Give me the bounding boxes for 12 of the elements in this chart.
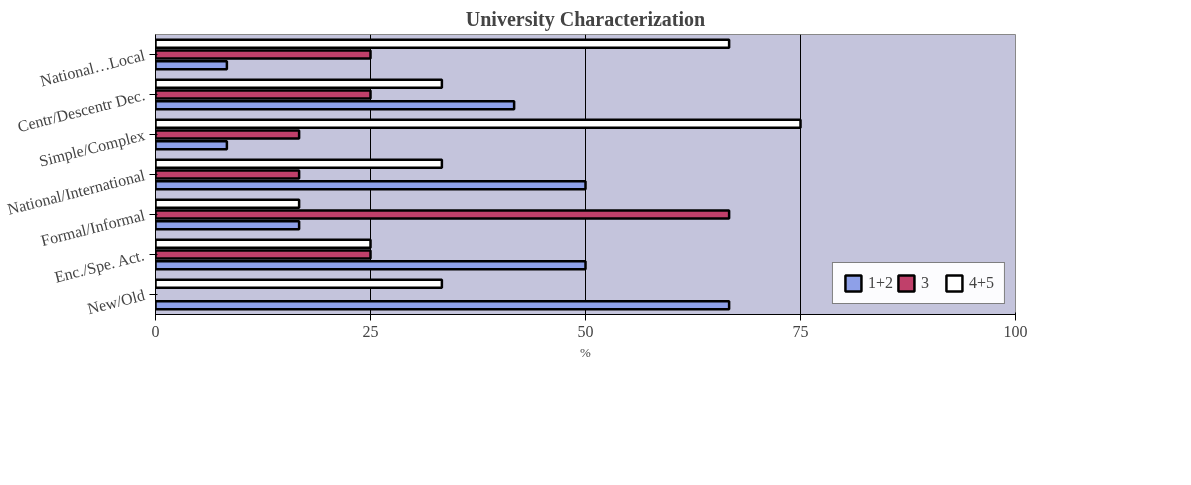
x-tick-label: 50: [577, 322, 594, 340]
x-axis-title: %: [580, 344, 592, 360]
legend-label: 3: [920, 274, 930, 292]
legend-label: 4+5: [968, 274, 994, 292]
x-tick-label: 100: [1003, 322, 1028, 340]
chart-title: University Characterization: [465, 7, 706, 31]
x-tick-label: 75: [792, 322, 809, 340]
x-tick-label: 25: [362, 322, 379, 340]
y-tick-label: New/Old: [85, 286, 147, 318]
x-tick-label: 0: [151, 322, 160, 340]
y-tick-label: Enc./Spe. Act.: [52, 246, 146, 287]
legend-label: 1+2: [867, 274, 893, 292]
